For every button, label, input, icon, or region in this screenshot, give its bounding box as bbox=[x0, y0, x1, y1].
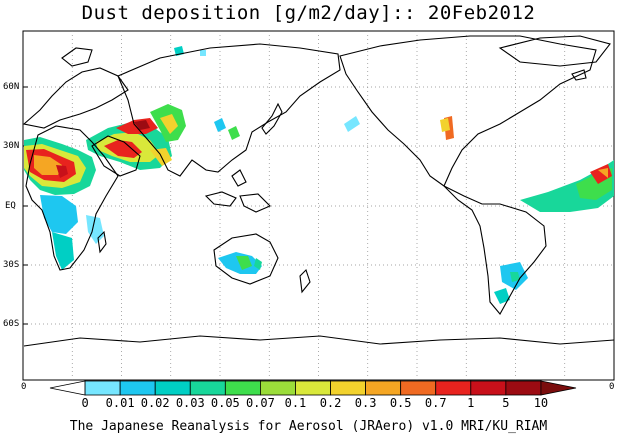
lat-label-eq: EQ bbox=[5, 201, 16, 211]
colorbar-swatch bbox=[365, 380, 402, 396]
colorbar-swatch bbox=[84, 380, 121, 396]
right-edge-value: 0 bbox=[609, 382, 615, 392]
lat-label-60s: 60S bbox=[3, 319, 20, 329]
left-edge-value: 0 bbox=[21, 382, 27, 392]
colorbar-swatch bbox=[330, 380, 366, 396]
map-frame bbox=[22, 30, 615, 381]
colorbar-label: 0.7 bbox=[424, 396, 447, 410]
map-title: Dust deposition [g/m2/day]:: 20Feb2012 bbox=[81, 2, 536, 24]
colorbar-swatch bbox=[49, 380, 86, 396]
credit-line: The Japanese Reanalysis for Aerosol (JRA… bbox=[69, 419, 548, 434]
lat-label-30s: 30S bbox=[3, 260, 20, 270]
colorbar-label: 0.2 bbox=[319, 396, 342, 410]
colorbar-label: 0.01 bbox=[105, 396, 135, 410]
coastlines bbox=[22, 35, 615, 347]
colorbar-swatch bbox=[154, 380, 191, 396]
colorbar-swatch bbox=[259, 380, 296, 396]
colorbar-swatch bbox=[540, 380, 577, 396]
colorbar-label: 0.07 bbox=[245, 396, 275, 410]
colorbar-label: 5 bbox=[502, 396, 510, 410]
colorbar-label: 0.05 bbox=[210, 396, 240, 410]
colorbar-label: 0 bbox=[81, 396, 89, 410]
colorbar-swatch bbox=[435, 380, 472, 396]
colorbar-swatch bbox=[119, 380, 156, 396]
colorbar-label: 0.1 bbox=[284, 396, 307, 410]
colorbar-label: 0.02 bbox=[140, 396, 170, 410]
lat-label-60n: 60N bbox=[3, 82, 20, 92]
colorbar-swatch bbox=[295, 380, 331, 396]
colorbar-swatch bbox=[505, 380, 542, 396]
colorbar-swatch bbox=[400, 380, 437, 396]
colorbar-swatch bbox=[189, 380, 226, 396]
colorbar-label: 1 bbox=[467, 396, 475, 410]
colorbar-label: 0.03 bbox=[175, 396, 205, 410]
colorbar-label: 0.3 bbox=[354, 396, 377, 410]
lat-label-30n: 30N bbox=[3, 141, 20, 151]
colorbar-swatch bbox=[224, 380, 261, 396]
colorbar-label: 10 bbox=[533, 396, 549, 410]
colorbar-label: 0.5 bbox=[389, 396, 412, 410]
colorbar-swatch bbox=[470, 380, 507, 396]
